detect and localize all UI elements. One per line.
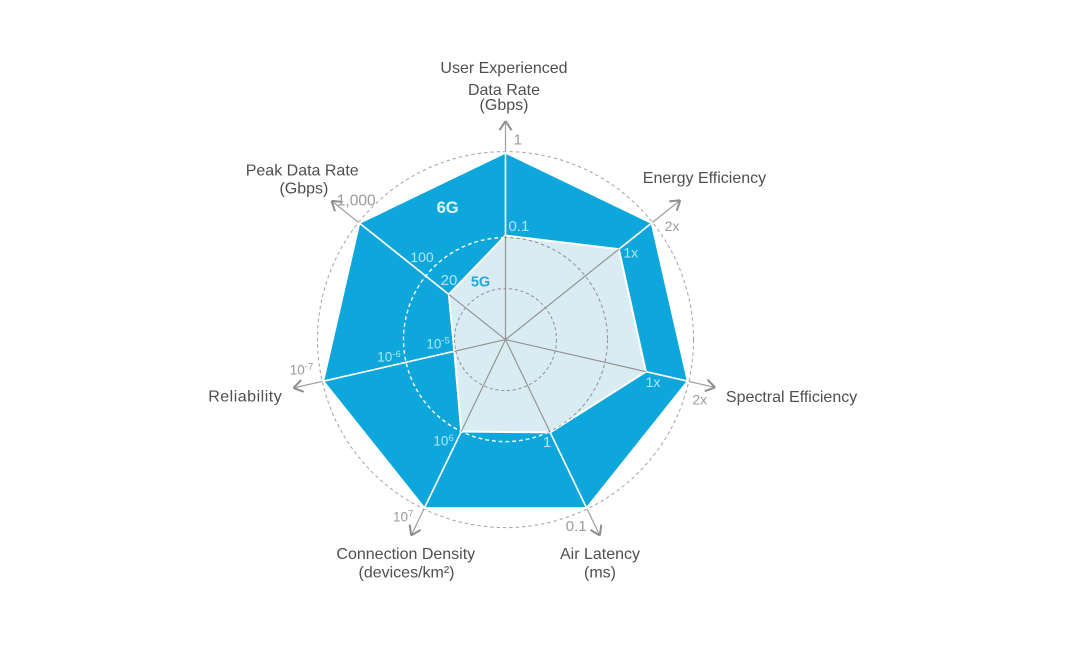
svg-text:5G: 5G: [471, 274, 490, 290]
svg-text:Air Latency: Air Latency: [560, 546, 640, 563]
svg-text:1x: 1x: [646, 374, 661, 390]
svg-text:User Experienced: User Experienced: [440, 60, 567, 77]
svg-text:Reliability: Reliability: [208, 389, 282, 406]
svg-text:Connection Density: Connection Density: [336, 546, 475, 563]
svg-text:2x: 2x: [665, 218, 680, 234]
svg-text:100: 100: [410, 249, 434, 265]
svg-text:Energy Efficiency: Energy Efficiency: [643, 170, 766, 187]
svg-text:6G: 6G: [437, 199, 459, 217]
svg-text:0.1: 0.1: [566, 518, 587, 535]
svg-text:1,000: 1,000: [337, 192, 376, 209]
svg-text:1: 1: [543, 434, 551, 451]
svg-text:Spectral Efficiency: Spectral Efficiency: [726, 389, 857, 406]
svg-text:(devices/km²): (devices/km²): [358, 564, 454, 581]
svg-text:(Gbps): (Gbps): [480, 97, 529, 114]
svg-text:2x: 2x: [692, 391, 707, 407]
svg-text:Peak Data Rate: Peak Data Rate: [246, 163, 359, 180]
svg-text:(Gbps): (Gbps): [279, 180, 328, 197]
svg-text:Data Rate: Data Rate: [468, 82, 540, 99]
svg-text:1x: 1x: [623, 245, 638, 261]
svg-text:1: 1: [514, 132, 522, 149]
svg-text:20: 20: [441, 272, 458, 289]
svg-text:(ms): (ms): [584, 564, 616, 581]
svg-text:0.1: 0.1: [508, 218, 529, 235]
